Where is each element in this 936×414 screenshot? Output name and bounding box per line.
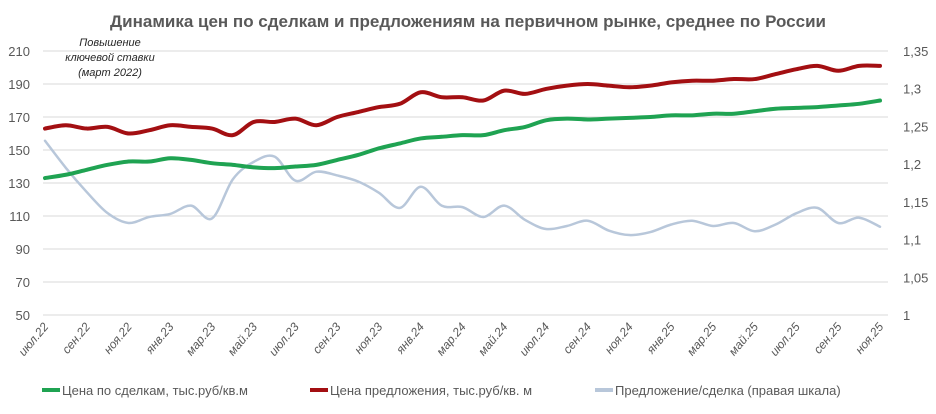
chart-title: Динамика цен по сделкам и предложениям н… xyxy=(110,12,826,31)
legend: Цена по сделкам, тыс.руб/кв.м Цена предло… xyxy=(42,383,841,398)
x-tick-label: ноя.22 xyxy=(101,320,135,357)
x-tick-label: май.25 xyxy=(726,320,762,359)
left-tick-label: 110 xyxy=(9,209,30,224)
x-tick-label: мар.23 xyxy=(183,320,219,359)
left-tick-label: 70 xyxy=(16,275,30,290)
legend-label: Предложение/сделка (правая шкала) xyxy=(615,383,841,398)
left-tick-label: 190 xyxy=(8,77,30,92)
x-tick-label: май.23 xyxy=(225,320,261,359)
right-tick-label: 1,1 xyxy=(903,233,921,248)
left-tick-label: 130 xyxy=(8,176,30,191)
left-tick-label: 210 xyxy=(8,44,30,59)
x-tick-label: июл.25 xyxy=(767,320,803,359)
right-tick-label: 1,35 xyxy=(903,44,928,59)
left-tick-label: 50 xyxy=(16,308,30,323)
x-tick-label: сен.25 xyxy=(811,320,845,357)
x-tick-label: ноя.24 xyxy=(602,320,636,357)
right-tick-label: 1 xyxy=(903,308,910,323)
right-axis-ticks: 1 1,05 1,1 1,15 1,2 1,25 1,3 1,35 xyxy=(903,44,928,323)
x-tick-label: сен.23 xyxy=(310,320,344,357)
x-tick-label: мар.24 xyxy=(433,320,469,359)
x-tick-label: янв.25 xyxy=(643,320,678,358)
annotation-line-2: ключевой ставки xyxy=(65,52,155,64)
gridlines xyxy=(43,50,888,316)
legend-label: Цена по сделкам, тыс.руб/кв.м xyxy=(62,383,248,398)
series-lines xyxy=(43,63,882,237)
left-tick-label: 170 xyxy=(8,110,30,125)
x-tick-label: сен.22 xyxy=(59,320,93,357)
x-tick-label: июл.22 xyxy=(16,320,52,359)
legend-label: Цена предложения, тыс.руб/кв. м xyxy=(330,383,532,398)
series-line-2 xyxy=(43,139,882,237)
right-tick-label: 1,15 xyxy=(903,195,928,210)
x-tick-label: май.24 xyxy=(475,320,511,359)
x-axis-ticks: июл.22 сен.22 ноя.22 янв.23 мар.23 май.23 июл.… xyxy=(16,320,887,359)
right-tick-label: 1,25 xyxy=(903,119,928,134)
annotation-line-3: (март 2022) xyxy=(78,67,142,79)
x-tick-label: сен.24 xyxy=(560,320,594,357)
annotation-line-1: Повышение xyxy=(79,37,140,49)
x-tick-label: янв.24 xyxy=(393,320,428,358)
left-tick-label: 150 xyxy=(8,143,30,158)
x-tick-label: мар.25 xyxy=(684,320,720,359)
series-line-0 xyxy=(43,98,882,181)
right-tick-label: 1,2 xyxy=(903,157,921,172)
left-axis-ticks: 50 70 90 110 130 150 170 190 210 xyxy=(8,44,30,323)
x-tick-label: янв.23 xyxy=(142,320,177,358)
right-tick-label: 1,05 xyxy=(903,270,928,285)
x-tick-label: ноя.23 xyxy=(351,320,385,357)
x-tick-label: июл.24 xyxy=(517,320,553,359)
right-tick-label: 1,3 xyxy=(903,82,921,97)
series-line-1 xyxy=(43,63,882,138)
left-tick-label: 90 xyxy=(16,242,30,257)
x-tick-label: ноя.25 xyxy=(852,320,886,357)
x-tick-label: июл.23 xyxy=(266,320,302,359)
